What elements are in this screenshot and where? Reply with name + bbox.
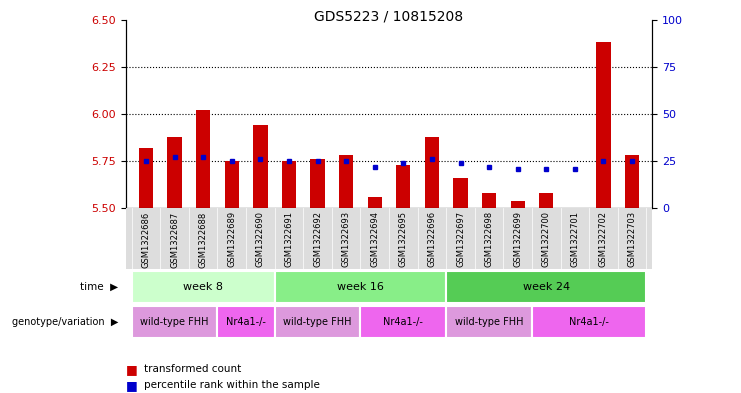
Text: GSM1322690: GSM1322690 — [256, 211, 265, 267]
Text: GSM1322698: GSM1322698 — [485, 211, 494, 268]
Bar — [139, 148, 153, 208]
Text: GDS5223 / 10815208: GDS5223 / 10815208 — [314, 9, 464, 24]
Text: GSM1322693: GSM1322693 — [342, 211, 350, 268]
Text: GSM1322695: GSM1322695 — [399, 211, 408, 267]
Text: time  ▶: time ▶ — [81, 282, 119, 292]
Text: Nr4a1-/-: Nr4a1-/- — [226, 317, 266, 327]
Text: GSM1322703: GSM1322703 — [628, 211, 637, 268]
Text: GSM1322696: GSM1322696 — [428, 211, 436, 268]
Bar — [132, 271, 275, 303]
Text: week 16: week 16 — [337, 282, 384, 292]
Bar — [167, 137, 182, 208]
Bar — [446, 307, 532, 338]
Text: transformed count: transformed count — [144, 364, 242, 375]
Bar — [539, 193, 554, 208]
Text: genotype/variation  ▶: genotype/variation ▶ — [12, 317, 119, 327]
Text: wild-type FHH: wild-type FHH — [455, 317, 523, 327]
Text: GSM1322687: GSM1322687 — [170, 211, 179, 268]
Text: ■: ■ — [126, 363, 138, 376]
Bar — [275, 307, 360, 338]
Bar — [253, 125, 268, 208]
Text: percentile rank within the sample: percentile rank within the sample — [144, 380, 320, 390]
Text: Nr4a1-/-: Nr4a1-/- — [569, 317, 609, 327]
Text: GSM1322692: GSM1322692 — [313, 211, 322, 267]
Text: GSM1322688: GSM1322688 — [199, 211, 207, 268]
Bar — [196, 110, 210, 208]
Text: GSM1322702: GSM1322702 — [599, 211, 608, 267]
Bar — [597, 42, 611, 208]
Text: Nr4a1-/-: Nr4a1-/- — [383, 317, 423, 327]
Bar — [425, 137, 439, 208]
Bar — [282, 161, 296, 208]
Text: GSM1322691: GSM1322691 — [285, 211, 293, 267]
Bar — [625, 156, 639, 208]
Bar — [446, 271, 646, 303]
Bar — [132, 307, 217, 338]
Text: wild-type FHH: wild-type FHH — [140, 317, 209, 327]
Bar — [339, 156, 353, 208]
Bar — [532, 307, 646, 338]
Bar — [310, 159, 325, 208]
Text: GSM1322686: GSM1322686 — [142, 211, 150, 268]
Text: week 8: week 8 — [183, 282, 223, 292]
Text: wild-type FHH: wild-type FHH — [283, 317, 352, 327]
Text: ■: ■ — [126, 378, 138, 392]
Text: GSM1322689: GSM1322689 — [227, 211, 236, 268]
Text: GSM1322694: GSM1322694 — [370, 211, 379, 267]
Bar — [396, 165, 411, 208]
Bar — [360, 307, 446, 338]
Text: GSM1322700: GSM1322700 — [542, 211, 551, 267]
Bar — [482, 193, 496, 208]
Bar — [368, 197, 382, 208]
Text: week 24: week 24 — [522, 282, 570, 292]
Bar — [217, 307, 275, 338]
Bar — [511, 201, 525, 208]
Text: GSM1322701: GSM1322701 — [571, 211, 579, 267]
Text: GSM1322699: GSM1322699 — [514, 211, 522, 267]
Text: GSM1322697: GSM1322697 — [456, 211, 465, 268]
Bar — [225, 161, 239, 208]
Bar — [453, 178, 468, 208]
Bar — [275, 271, 446, 303]
